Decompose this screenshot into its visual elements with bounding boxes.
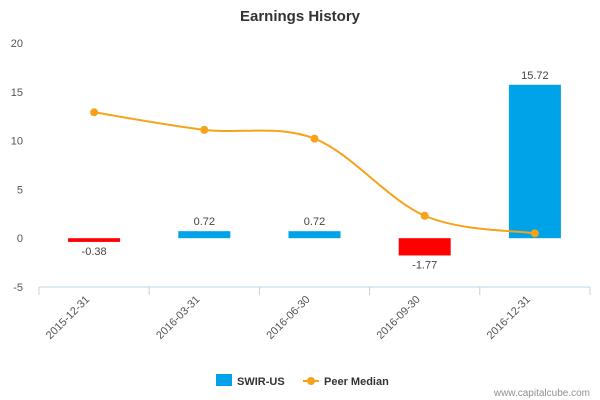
bar-data-labels: -0.38 0.72 0.72 -1.77 15.72 (82, 70, 549, 272)
y-axis: -5 0 5 10 15 20 (11, 38, 23, 294)
y-tick-label: 20 (11, 38, 23, 50)
legend-marker-peer-median (307, 377, 315, 385)
peer-median-point (530, 229, 539, 238)
y-tick-label: 10 (11, 136, 23, 148)
bar (288, 231, 341, 239)
credit-text: www.capitalcube.com (493, 388, 590, 399)
x-tick-label: 2016-06-30 (264, 294, 312, 342)
y-tick-label: 5 (17, 184, 23, 196)
line-series-peer-median (90, 108, 539, 238)
x-axis: 2015-12-31 2016-03-31 2016-06-30 2016-09-30… (38, 286, 591, 342)
peer-median-point (310, 134, 319, 143)
legend-swatch-swir-us (216, 374, 232, 386)
bar-value-label: -1.77 (412, 259, 437, 271)
chart-title: Earnings History (240, 8, 361, 25)
peer-median-point (420, 211, 429, 220)
y-tick-label: -5 (13, 282, 23, 294)
bar (508, 84, 561, 239)
peer-median-point (90, 108, 99, 117)
bar-value-label: 0.72 (304, 216, 325, 228)
bar (398, 238, 451, 256)
legend-label-peer-median: Peer Median (324, 376, 389, 388)
y-tick-label: 0 (17, 233, 23, 245)
x-tick-label: 2016-03-31 (154, 294, 202, 342)
x-tick-label: 2016-09-30 (375, 294, 423, 342)
legend-label-swir-us: SWIR-US (237, 376, 285, 388)
peer-median-point (200, 125, 209, 134)
y-tick-label: 15 (11, 87, 23, 99)
x-tick-label: 2016-12-31 (485, 294, 533, 342)
x-tick-label: 2015-12-31 (44, 294, 92, 342)
legend: SWIR-US Peer Median (216, 374, 389, 388)
bar-value-label: 0.72 (194, 216, 215, 228)
bar-value-label: 15.72 (521, 70, 549, 82)
bar (68, 238, 121, 242)
bar-series-swir-us (68, 84, 561, 256)
bar (178, 231, 231, 239)
bar-value-label: -0.38 (82, 246, 107, 258)
peer-median-line (93, 111, 536, 235)
